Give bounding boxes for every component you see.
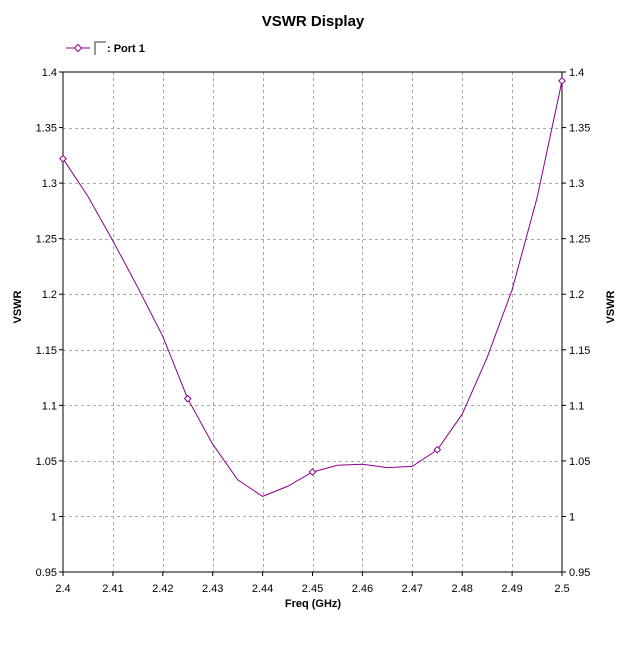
y-tick-label-right: 1.2 [569, 289, 584, 301]
y-axis-ticks-left: 0.95 1 1.05 1.1 1.15 1.2 1.25 1.3 1.35 1.4 [36, 67, 63, 579]
data-point-marker [183, 394, 192, 403]
x-tick-label: 2.5 [554, 583, 569, 595]
x-axis-ticks: 2.4 2.41 2.42 2.43 2.44 2.45 2.46 2.47 2.48 2.49 2… [55, 572, 570, 595]
y-tick-label-left: 1.4 [42, 67, 57, 79]
y-tick-label-right: 0.95 [569, 567, 590, 579]
y-tick-label-left: 1.15 [36, 345, 57, 357]
y-tick-label-left: 1.05 [36, 456, 57, 468]
y-tick-label-right: 1.35 [569, 123, 590, 135]
legend-diamond-marker-icon [73, 43, 83, 53]
data-point-marker [59, 154, 67, 163]
y-tick-label-left: 1.2 [42, 289, 57, 301]
series-layer [59, 76, 566, 497]
y-tick-label-right: 1.15 [569, 345, 590, 357]
y-tick-label-left: 0.95 [36, 567, 57, 579]
y-tick-label-right: 1 [569, 511, 575, 523]
x-tick-label: 2.41 [102, 583, 123, 595]
x-tick-label: 2.46 [352, 583, 373, 595]
gamma-symbol-icon [94, 41, 106, 55]
data-point-marker [558, 76, 566, 85]
y-tick-label-right: 1.05 [569, 456, 590, 468]
grid [63, 72, 562, 572]
data-point-marker [433, 445, 442, 454]
x-tick-label: 2.47 [402, 583, 423, 595]
y-tick-label-left: 1.25 [36, 234, 57, 246]
x-tick-label: 2.4 [55, 583, 70, 595]
x-tick-label: 2.44 [252, 583, 273, 595]
legend-label-port-1: : Port 1 [107, 43, 145, 55]
y-axis-ticks-right: 0.95 1 1.05 1.1 1.15 1.2 1.25 1.3 1.35 1.4 [562, 67, 590, 579]
x-axis-label: Freq (GHz) [285, 598, 342, 610]
x-tick-label: 2.49 [501, 583, 522, 595]
y-tick-label-left: 1.35 [36, 123, 57, 135]
chart-title: VSWR Display [262, 13, 365, 30]
y-tick-label-left: 1 [51, 511, 57, 523]
y-tick-label-right: 1.4 [569, 67, 584, 79]
y-tick-label-right: 1.25 [569, 234, 590, 246]
y-axis-label-right: VSWR [605, 290, 617, 323]
legend: : Port 1 [66, 41, 145, 55]
y-tick-label-right: 1.1 [569, 400, 584, 412]
x-tick-label: 2.42 [152, 583, 173, 595]
y-tick-label-right: 1.3 [569, 178, 584, 190]
x-tick-label: 2.45 [302, 583, 323, 595]
data-point-marker [308, 468, 317, 476]
y-axis-label-left: VSWR [12, 290, 24, 323]
x-tick-label: 2.43 [202, 583, 223, 595]
y-tick-label-left: 1.1 [42, 400, 57, 412]
y-tick-label-left: 1.3 [42, 178, 57, 190]
x-tick-label: 2.48 [451, 583, 472, 595]
